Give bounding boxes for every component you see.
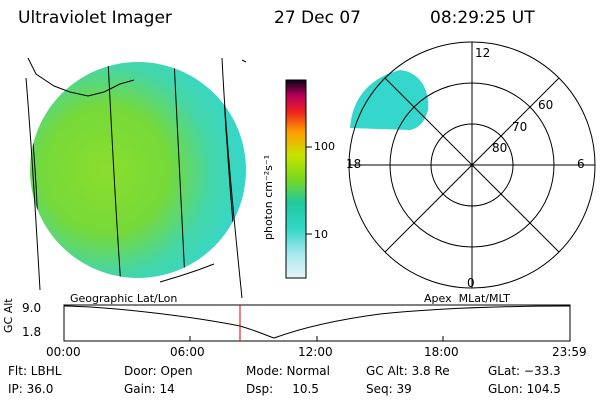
- gc-alt-curve: [63, 305, 571, 339]
- gc-plot-frame: [63, 304, 571, 342]
- mlt-label-0: 0: [467, 276, 475, 290]
- gc-xtick-2359: 23:59: [552, 345, 587, 359]
- mlt-label-18: 18: [346, 157, 362, 171]
- colorbar-unit-label: photon cm⁻²s⁻¹: [262, 154, 275, 240]
- colorbar-label-10: 10: [314, 228, 328, 241]
- meridian-outer: [25, 77, 41, 291]
- instrument-title: Ultraviolet Imager: [18, 8, 172, 28]
- polar-diagonal-2: [384, 77, 560, 253]
- info-seq: Seq: 39: [366, 382, 412, 396]
- latitude-arc: [159, 263, 215, 283]
- gc-x-ticks: [63, 336, 571, 341]
- info-glon: GLon: 104.5: [488, 382, 561, 396]
- meridian-outer-right: [221, 57, 243, 299]
- info-ip: IP: 36.0: [8, 382, 54, 396]
- info-door: Door: Open: [124, 364, 193, 378]
- gc-xtick-0000: 00:00: [46, 345, 81, 359]
- info-flt: Flt: LBHL: [8, 364, 62, 378]
- mlt-label-12: 12: [475, 46, 491, 60]
- gc-xtick-1800: 18:00: [424, 345, 459, 359]
- gc-alt-axis-label: GC Alt: [2, 298, 15, 333]
- info-gc-alt: GC Alt: 3.8 Re: [366, 364, 450, 378]
- gc-xtick-0600: 06:00: [170, 345, 205, 359]
- info-glat: GLat: −33.3: [488, 364, 561, 378]
- gc-xtick-1200: 12:00: [298, 345, 333, 359]
- coastline-icon: [27, 57, 135, 97]
- gc-alt-plot: [63, 304, 571, 342]
- info-gain: Gain: 14: [124, 382, 175, 396]
- mlt-label-6: 6: [577, 157, 585, 171]
- geographic-panel-label: Geographic Lat/Lon: [70, 292, 178, 305]
- lat-label-60: 60: [538, 98, 554, 112]
- colorbar-scale: [285, 79, 307, 279]
- info-mode: Mode: Normal: [246, 364, 330, 378]
- auroral-emission: [350, 70, 429, 130]
- gc-ytick-1-8: 1.8: [22, 325, 42, 339]
- polar-plot: [348, 41, 596, 289]
- colorbar-label-100: 100: [314, 140, 335, 153]
- lat-label-80: 80: [492, 141, 508, 155]
- time-label: 08:29:25 UT: [430, 8, 535, 28]
- lat-label-70: 70: [512, 120, 528, 134]
- date-label: 27 Dec 07: [274, 8, 361, 28]
- earth-disk: [30, 62, 246, 278]
- info-dsp: Dsp: 10.5: [246, 382, 319, 396]
- colorbar: [285, 79, 312, 279]
- gc-ytick-9: 9.0: [22, 301, 42, 315]
- geographic-image: [25, 57, 247, 299]
- apex-panel-label: Apex MLat/MLT: [424, 292, 510, 305]
